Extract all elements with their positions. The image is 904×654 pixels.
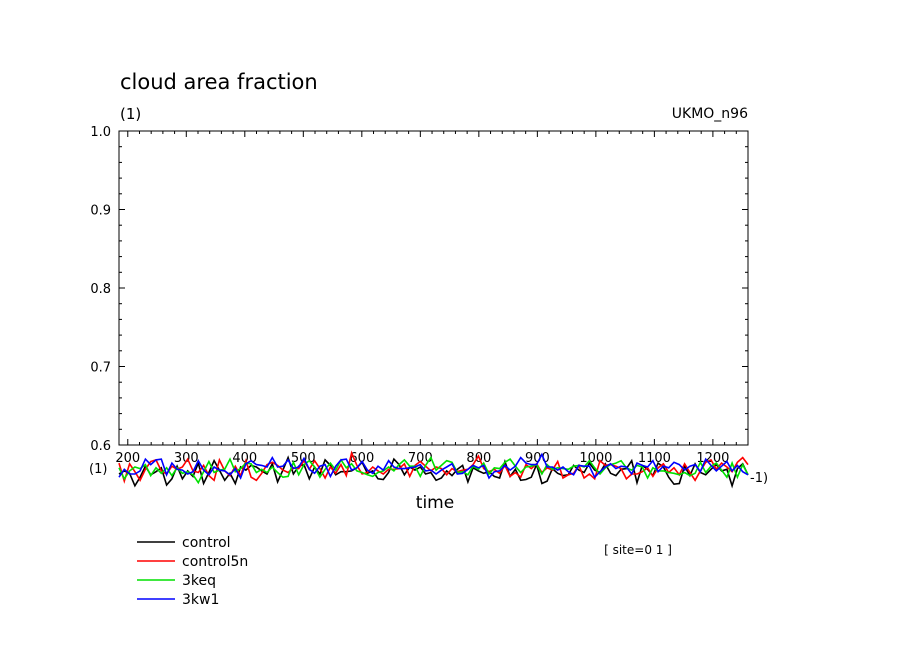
model-label: UKMO_n96 (672, 106, 748, 122)
y-tick-label: 0.7 (90, 361, 111, 376)
site-label: [ site=0 1 ] (604, 543, 672, 557)
x-tick-label: 400 (232, 451, 257, 466)
x-tick-label: 200 (115, 451, 140, 466)
x-tick-label: 900 (525, 451, 550, 466)
x-axis-unit-label-right: -1) (750, 471, 768, 486)
legend-label: 3kw1 (182, 592, 219, 608)
y-axis: 1.0 0.9 0.8 0.7 0.6 (90, 125, 748, 454)
legend-label: control (182, 535, 231, 551)
legend: control control5n 3keq 3kw1 (137, 535, 248, 608)
x-tick-label: 1100 (638, 451, 671, 466)
series-lines (118, 450, 749, 489)
x-axis-unit-label: (1) (89, 462, 107, 477)
series-line-3keq (118, 455, 749, 485)
y-tick-label: 1.0 (90, 125, 111, 140)
x-tick-label: 300 (174, 451, 199, 466)
y-tick-label: 0.6 (90, 439, 111, 454)
y-axis-unit-label: (1) (120, 105, 141, 123)
x-tick-label: 1000 (579, 451, 612, 466)
x-axis-title: time (416, 493, 454, 513)
legend-label: 3keq (182, 573, 216, 589)
legend-label: control5n (182, 554, 248, 570)
y-tick-label: 0.9 (90, 204, 111, 219)
x-axis: 200 300 400 500 600 700 800 900 1000 1100 1200 (115, 131, 749, 466)
plot-frame (118, 130, 749, 446)
chart-title: cloud area fraction (120, 70, 318, 94)
x-tick-label: 700 (408, 451, 433, 466)
series-line-3kw1 (118, 452, 749, 480)
y-tick-label: 0.8 (90, 282, 111, 297)
